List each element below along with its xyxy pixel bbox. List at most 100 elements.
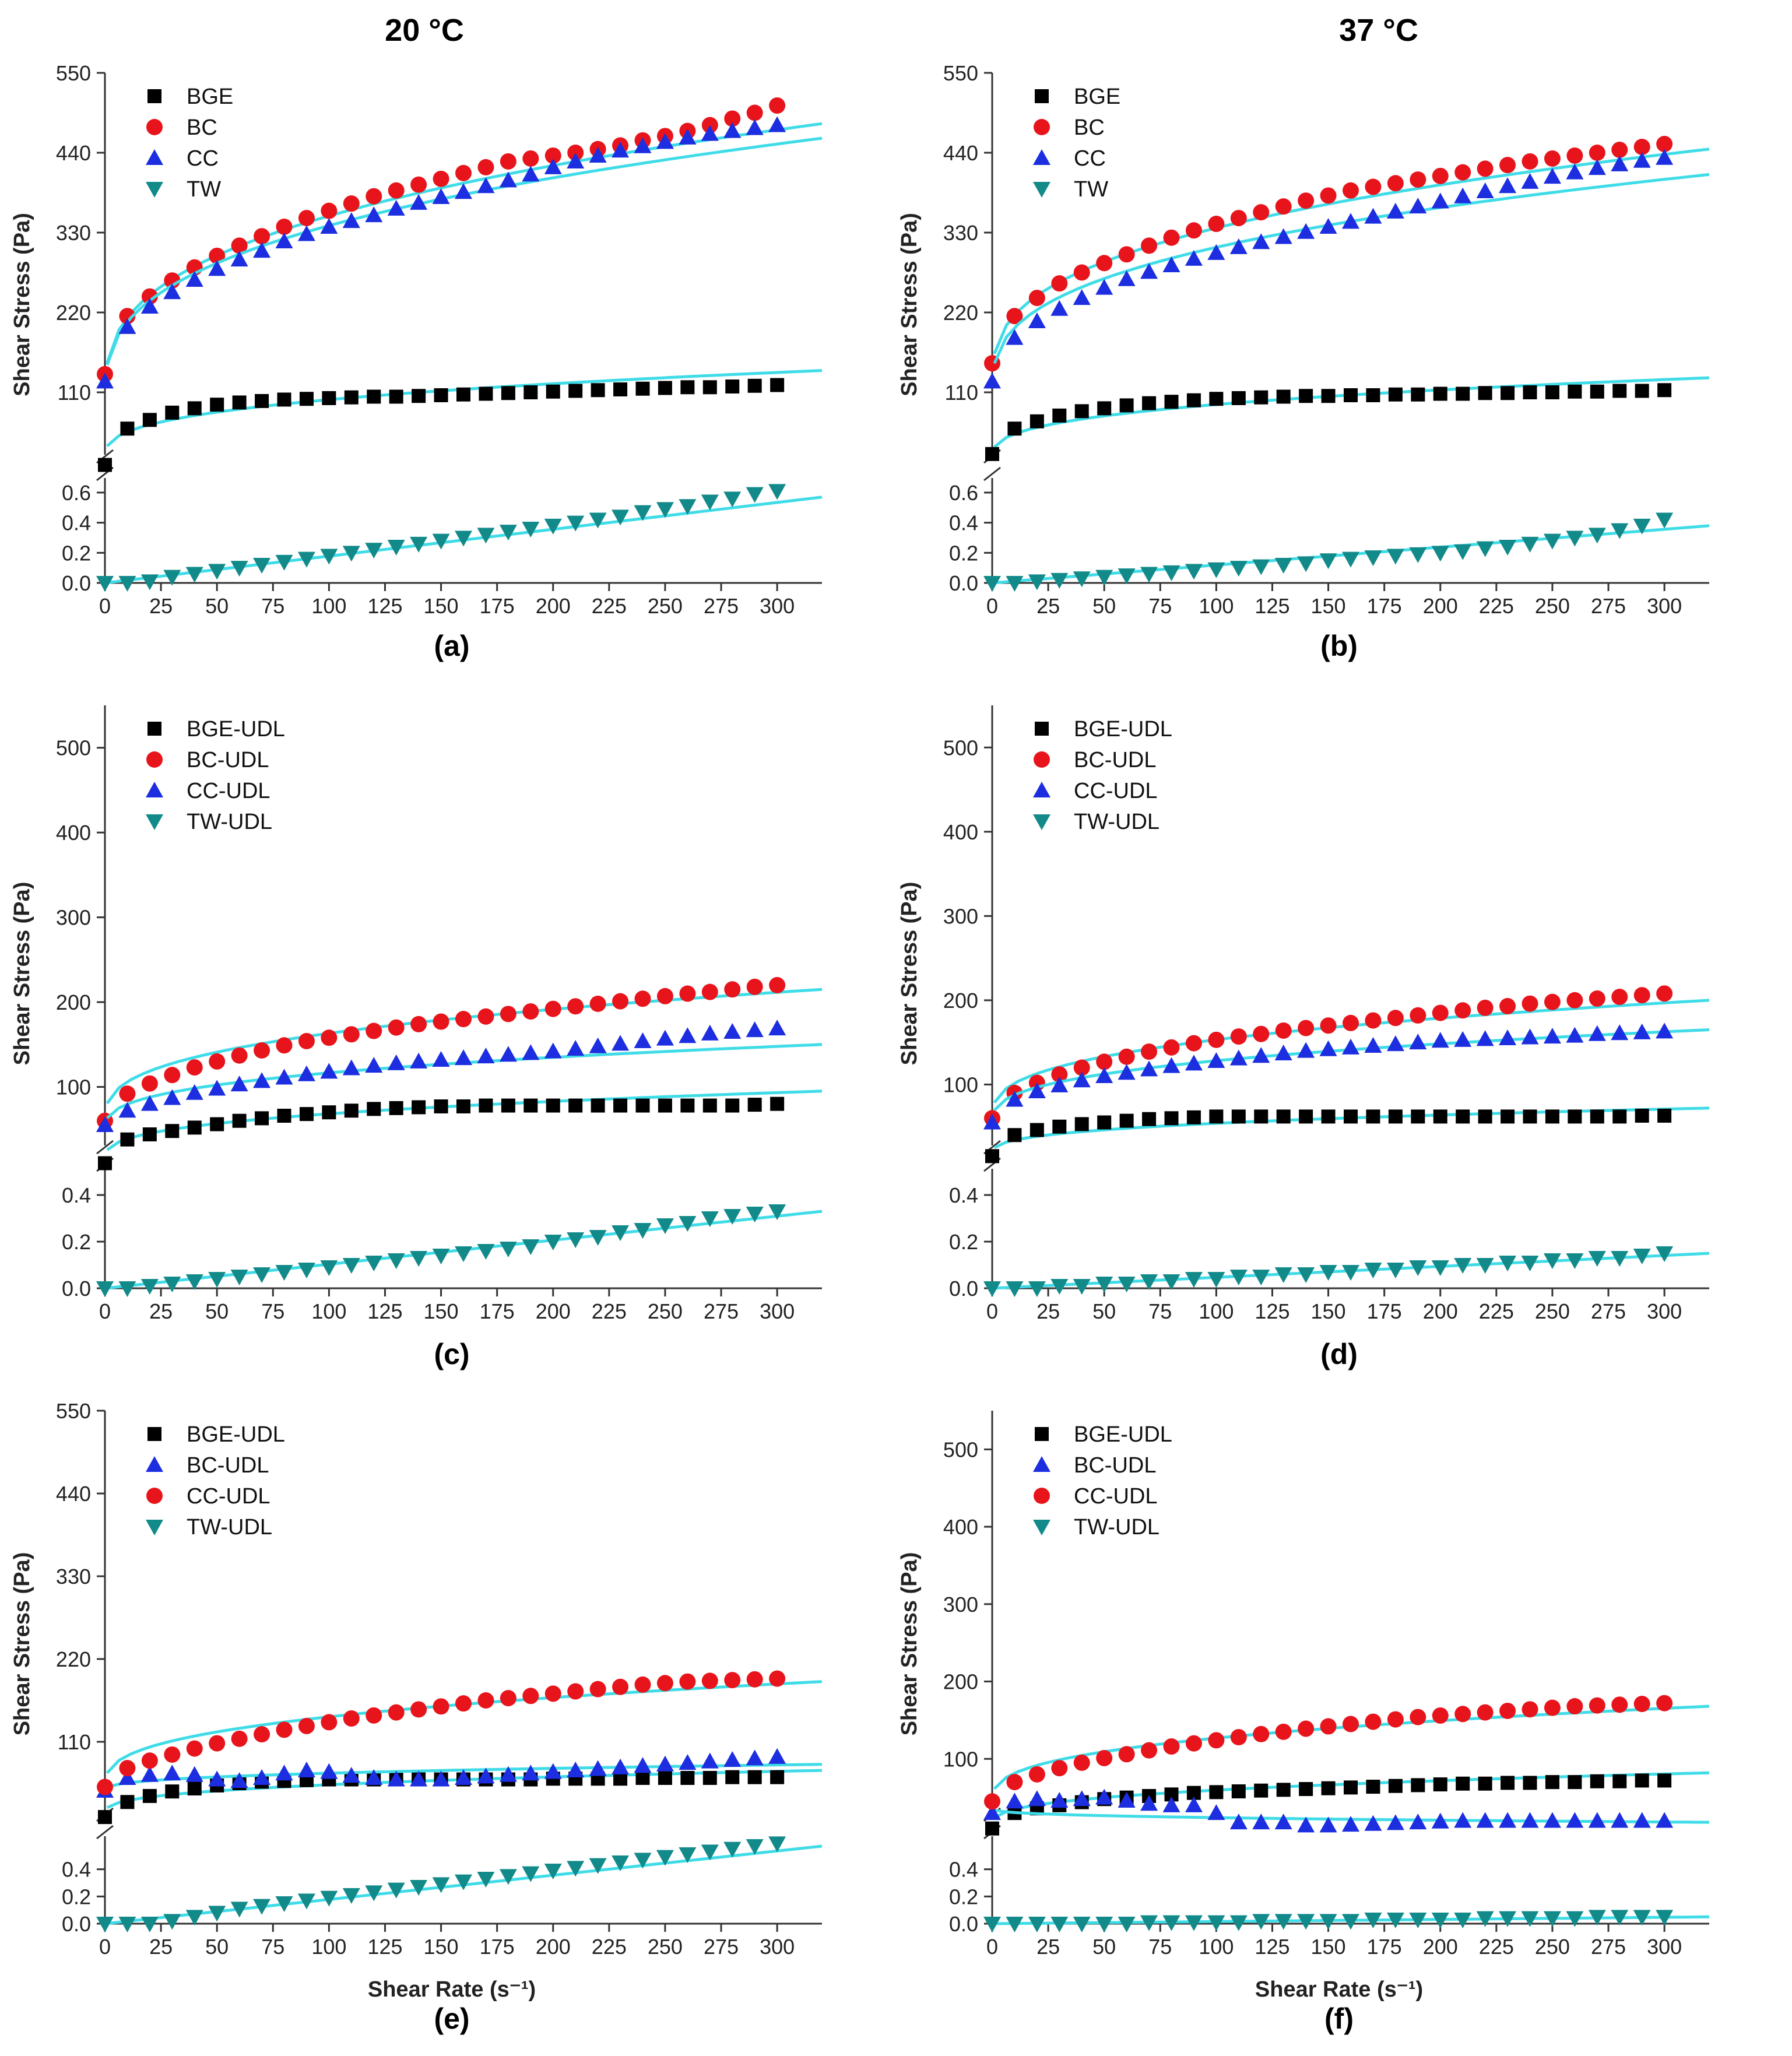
y-tick-label: 0.4 — [62, 1858, 91, 1882]
data-point-cc — [1118, 270, 1136, 286]
data-point-tw-udl — [455, 1874, 472, 1890]
data-point-cc — [1499, 177, 1517, 194]
data-point-bc-udl — [567, 998, 584, 1015]
data-point-cc-udl — [140, 1095, 159, 1111]
data-point-cc — [410, 194, 428, 210]
data-point-bge — [1545, 385, 1559, 399]
data-point-bge — [456, 387, 470, 402]
data-point-tw-udl — [1095, 1917, 1113, 1932]
data-point-cc-udl — [679, 1673, 696, 1690]
data-point-tw-udl — [297, 1893, 315, 1910]
data-point-bge — [1388, 387, 1403, 402]
data-point-bc-udl — [1140, 1795, 1158, 1811]
data-point-cc-udl — [1633, 1023, 1651, 1039]
data-point-cc-udl — [1050, 1076, 1069, 1092]
data-point-tw — [499, 525, 517, 541]
x-tick-label: 250 — [1535, 594, 1570, 618]
legend-label: BGE-UDL — [187, 1422, 285, 1447]
axis-break-mark — [96, 1140, 114, 1155]
data-point-bc-udl — [1050, 1791, 1069, 1808]
legend-marker-tw-udl — [146, 814, 163, 830]
data-point-cc — [522, 166, 540, 182]
data-point-bc-udl — [208, 1770, 226, 1787]
data-point-bge — [501, 386, 515, 400]
x-tick-label: 50 — [205, 1299, 229, 1323]
data-point-tw-udl — [185, 1274, 203, 1290]
x-tick-label: 300 — [760, 1935, 795, 1959]
data-point-tw — [723, 491, 742, 508]
data-point-bc-udl — [455, 1769, 472, 1785]
data-point-bge-udl — [1388, 1779, 1403, 1793]
legend-label: TW — [187, 177, 221, 202]
data-point-cc-udl — [589, 1037, 607, 1053]
data-point-cc-udl — [1073, 1754, 1090, 1771]
data-point-tw — [1476, 541, 1494, 557]
data-point-tw-udl — [1611, 1251, 1629, 1267]
legend-marker-bc — [1034, 119, 1050, 135]
data-point-cc-udl — [1499, 1029, 1517, 1045]
data-point-bge-udl — [725, 1770, 740, 1784]
y-tick-label: 0.2 — [62, 1230, 91, 1254]
data-point-bc-udl — [1320, 1017, 1337, 1034]
data-point-bge — [367, 389, 381, 404]
data-point-tw-udl — [1588, 1251, 1606, 1267]
data-point-bc-udl — [746, 1749, 764, 1766]
data-point-cc-udl — [1521, 1028, 1539, 1045]
y-tick-label: 110 — [58, 1730, 91, 1754]
data-point-bc-udl — [1566, 1812, 1584, 1828]
x-tick-label: 100 — [311, 1935, 346, 1959]
data-point-bge-udl — [1523, 1109, 1537, 1124]
data-point-tw — [410, 536, 428, 553]
data-point-bc — [769, 97, 786, 114]
data-point-tw — [1252, 559, 1270, 575]
data-point-bge-udl — [389, 1101, 403, 1115]
legend-marker-tw-udl — [1033, 814, 1050, 830]
data-point-bge — [434, 388, 448, 402]
data-point-bc-udl — [522, 1003, 539, 1020]
data-point-bc-udl — [276, 1037, 293, 1054]
data-point-tw-udl — [499, 1869, 517, 1885]
data-point-cc — [1588, 159, 1606, 175]
data-point-bge-udl — [299, 1107, 314, 1122]
data-point-bc — [1633, 139, 1650, 156]
data-point-cc-udl — [1207, 1052, 1225, 1068]
x-tick-label: 125 — [367, 1935, 402, 1959]
data-point-cc-udl — [1477, 1704, 1494, 1721]
data-point-bc-udl — [1162, 1796, 1180, 1812]
data-point-bc-udl — [186, 1059, 203, 1076]
legend-marker-tw-udl — [1033, 1520, 1050, 1535]
data-point-bge — [165, 405, 180, 420]
data-point-bge-udl — [1097, 1115, 1112, 1130]
x-tick-label: 225 — [592, 594, 627, 618]
legend-marker-bc-udl — [1033, 1456, 1050, 1472]
data-point-bc-udl — [410, 1770, 428, 1787]
data-point-bge-udl — [1657, 1108, 1672, 1123]
data-point-tw — [1207, 562, 1225, 578]
axis-break-mark — [983, 466, 1001, 482]
data-point-tw-udl — [1319, 1265, 1337, 1281]
data-point-cc — [230, 251, 248, 267]
data-point-bge-udl — [1276, 1783, 1291, 1797]
data-point-tw-udl — [230, 1902, 248, 1918]
data-point-bc-udl — [1477, 999, 1494, 1016]
data-point-bge-udl — [613, 1098, 628, 1113]
x-tick-label: 225 — [1479, 1935, 1514, 1959]
data-point-tw-udl — [410, 1880, 428, 1896]
data-point-bge — [985, 447, 999, 461]
data-point-bc — [1298, 192, 1315, 209]
data-point-tw-udl — [1274, 1267, 1292, 1283]
column-title-20c: 20 °C — [385, 13, 464, 48]
legend-label: BGE — [1074, 85, 1120, 109]
x-tick-label: 50 — [1092, 1299, 1116, 1323]
data-point-tw-udl — [1229, 1915, 1248, 1931]
data-point-tw-udl — [1006, 1917, 1024, 1932]
data-point-cc — [634, 137, 652, 153]
data-point-cc-udl — [1118, 1064, 1136, 1080]
y-tick-label: 500 — [943, 736, 978, 760]
data-point-cc-udl — [410, 1052, 428, 1069]
data-point-tw-udl — [522, 1866, 540, 1882]
data-point-cc-udl — [1342, 1038, 1359, 1055]
y-tick-label: 300 — [56, 906, 91, 930]
data-point-tw-udl — [1656, 1910, 1674, 1926]
data-point-tw-udl — [1342, 1265, 1359, 1281]
